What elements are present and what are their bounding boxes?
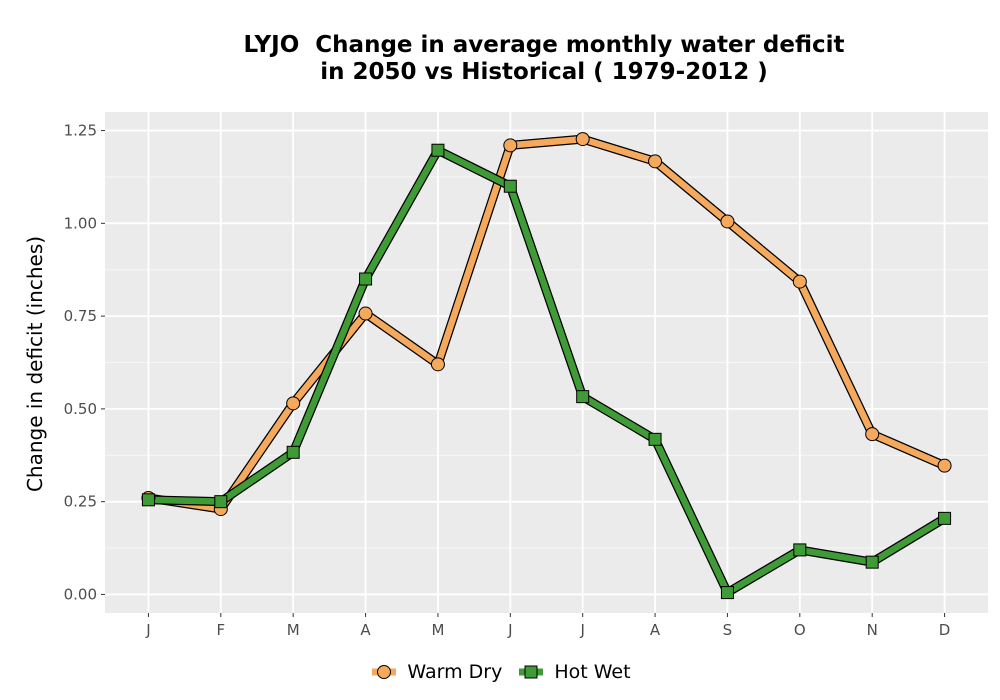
point-marker-square: [503, 179, 517, 193]
x-tick-label: J: [145, 621, 150, 639]
point-marker-circle: [575, 132, 590, 147]
x-tick-label: F: [216, 621, 225, 639]
x-tick-label: M: [287, 621, 300, 639]
x-tick-label: N: [867, 621, 878, 639]
legend-item-warm-dry: Warm Dry: [369, 660, 502, 684]
point-marker-circle: [358, 306, 373, 321]
chart-title-line-2: in 2050 vs Historical ( 1979-2012 ): [320, 59, 768, 85]
circle-marker-icon: [372, 665, 397, 679]
y-tick-label: 0.25: [64, 493, 97, 511]
point-marker-circle: [286, 396, 301, 411]
x-tick-label: A: [360, 621, 371, 639]
point-marker-square: [720, 586, 734, 600]
point-marker-square: [359, 272, 373, 286]
legend: Warm Dry Hot Wet: [0, 660, 1000, 684]
x-tick-label: J: [507, 621, 512, 639]
point-marker-square: [141, 493, 155, 507]
point-marker-square: [431, 143, 445, 157]
point-marker-square: [793, 543, 807, 557]
point-marker-circle: [503, 138, 518, 153]
square-marker-icon: [519, 665, 544, 679]
point-marker-circle: [720, 214, 735, 229]
point-marker-circle: [792, 274, 807, 289]
y-tick-label: 0.50: [64, 400, 97, 418]
point-marker-circle: [937, 458, 952, 473]
y-tick-label: 1.00: [64, 214, 97, 232]
series-line: [148, 146, 947, 596]
point-marker-square: [938, 511, 952, 525]
point-marker-circle: [648, 154, 663, 169]
point-marker-square: [648, 432, 662, 446]
point-marker-square: [286, 445, 300, 459]
legend-item-hot-wet: Hot Wet: [516, 660, 631, 684]
point-marker-square: [865, 555, 879, 569]
y-tick-label: 1.25: [64, 122, 97, 140]
legend-label-warm-dry: Warm Dry: [407, 661, 503, 683]
point-marker-square: [214, 495, 228, 509]
point-marker-square: [576, 390, 590, 404]
x-tick-label: O: [794, 621, 806, 639]
x-tick-label: A: [650, 621, 661, 639]
point-marker-circle: [430, 357, 445, 372]
x-tick-label: S: [723, 621, 733, 639]
legend-label-hot-wet: Hot Wet: [554, 661, 631, 683]
chart-title: LYJO Change in average monthly water def…: [100, 32, 988, 86]
chart-title-line-1: LYJO Change in average monthly water def…: [243, 32, 845, 58]
y-tick-label: 0.00: [64, 585, 97, 603]
x-tick-label: D: [939, 621, 951, 639]
point-marker-circle: [865, 427, 880, 442]
x-tick-label: M: [431, 621, 444, 639]
series-line: [147, 135, 946, 513]
y-tick-label: 0.75: [64, 307, 97, 325]
x-tick-label: J: [579, 621, 584, 639]
